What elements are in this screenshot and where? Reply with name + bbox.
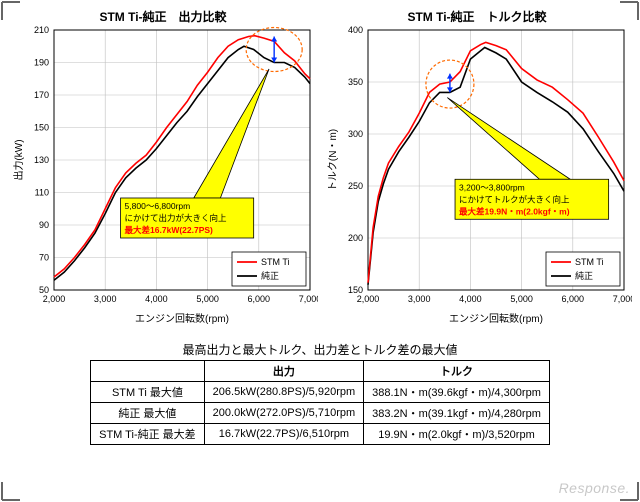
svg-text:5,000: 5,000	[510, 294, 533, 304]
table-row: STM Ti 最大値206.5kW(280.8PS)/5,920rpm388.1…	[91, 382, 550, 403]
svg-text:3,200～3,800rpm: 3,200～3,800rpm	[459, 182, 525, 192]
power-chart: STM Ti-純正 出力比較 2,000 3,000 4,000 5,000 6,000 7…	[8, 8, 318, 333]
svg-text:400: 400	[348, 25, 363, 35]
svg-text:トルク(N・m): トルク(N・m)	[327, 129, 339, 191]
table-cell: 383.2N・m(39.1kgf・m)/4,280rpm	[364, 403, 550, 424]
svg-text:70: 70	[39, 253, 49, 263]
svg-text:にかけてトルクが大きく向上: にかけてトルクが大きく向上	[459, 194, 570, 204]
table-header: 出力	[204, 361, 363, 382]
svg-text:210: 210	[34, 25, 49, 35]
svg-text:最大差19.9N・m(2.0kgf・m): 最大差19.9N・m(2.0kgf・m)	[459, 206, 570, 216]
svg-text:5,000: 5,000	[196, 294, 219, 304]
svg-text:3,000: 3,000	[94, 294, 117, 304]
svg-text:STM Ti: STM Ti	[575, 257, 604, 267]
svg-text:6,000: 6,000	[248, 294, 271, 304]
svg-text:最大差16.7kW(22.7PS): 最大差16.7kW(22.7PS)	[125, 225, 214, 235]
table-cell: 388.1N・m(39.6kgf・m)/4,300rpm	[364, 382, 550, 403]
row-label: STM Ti-純正 最大差	[91, 424, 205, 445]
svg-text:エンジン回転数(rpm): エンジン回転数(rpm)	[449, 312, 543, 325]
svg-text:130: 130	[34, 155, 49, 165]
svg-text:6,000: 6,000	[562, 294, 585, 304]
table-cell: 16.7kW(22.7PS)/6,510rpm	[204, 424, 363, 445]
row-label: STM Ti 最大値	[91, 382, 205, 403]
svg-text:4,000: 4,000	[145, 294, 168, 304]
torque-chart: STM Ti-純正 トルク比較 2,000 3,000 4,000 5,000 6,000…	[322, 8, 632, 333]
svg-text:2,000: 2,000	[43, 294, 66, 304]
watermark: Response.	[559, 480, 630, 496]
svg-text:にかけて出力が大きく向上: にかけて出力が大きく向上	[125, 213, 228, 223]
svg-text:2,000: 2,000	[357, 294, 380, 304]
svg-text:7,000: 7,000	[613, 294, 632, 304]
svg-text:出力(kW): 出力(kW)	[12, 139, 25, 180]
svg-text:150: 150	[348, 285, 363, 295]
summary-table: 出力トルク STM Ti 最大値206.5kW(280.8PS)/5,920rp…	[90, 360, 550, 445]
svg-text:エンジン回転数(rpm): エンジン回転数(rpm)	[135, 312, 229, 325]
table-row: 純正 最大値200.0kW(272.0PS)/5,710rpm383.2N・m(…	[91, 403, 550, 424]
svg-text:200: 200	[348, 233, 363, 243]
table-header: トルク	[364, 361, 550, 382]
svg-text:STM Ti: STM Ti	[261, 257, 290, 267]
svg-text:110: 110	[35, 188, 49, 198]
svg-text:5,800～6,800rpm: 5,800～6,800rpm	[125, 201, 191, 211]
table-cell: 206.5kW(280.8PS)/5,920rpm	[204, 382, 363, 403]
table-caption: 最高出力と最大トルク、出力差とトルク差の最大値	[8, 341, 632, 358]
svg-text:50: 50	[39, 285, 49, 295]
svg-text:250: 250	[348, 181, 363, 191]
svg-text:STM Ti-純正 出力比較: STM Ti-純正 出力比較	[99, 9, 227, 24]
charts-row: STM Ti-純正 出力比較 2,000 3,000 4,000 5,000 6,000 7…	[8, 8, 632, 333]
svg-text:170: 170	[34, 90, 49, 100]
svg-text:4,000: 4,000	[459, 294, 482, 304]
svg-text:STM Ti-純正 トルク比較: STM Ti-純正 トルク比較	[407, 9, 547, 24]
svg-text:90: 90	[39, 220, 49, 230]
svg-text:150: 150	[34, 123, 49, 133]
svg-text:300: 300	[348, 129, 363, 139]
svg-text:350: 350	[348, 77, 363, 87]
svg-text:純正: 純正	[575, 270, 593, 281]
table-cell: 19.9N・m(2.0kgf・m)/3,520rpm	[364, 424, 550, 445]
svg-text:190: 190	[34, 58, 49, 68]
svg-text:7,000: 7,000	[299, 294, 318, 304]
table-cell: 200.0kW(272.0PS)/5,710rpm	[204, 403, 363, 424]
svg-text:3,000: 3,000	[408, 294, 431, 304]
svg-text:純正: 純正	[261, 270, 279, 281]
table-row: STM Ti-純正 最大差16.7kW(22.7PS)/6,510rpm19.9…	[91, 424, 550, 445]
row-label: 純正 最大値	[91, 403, 205, 424]
table-header	[91, 361, 205, 382]
